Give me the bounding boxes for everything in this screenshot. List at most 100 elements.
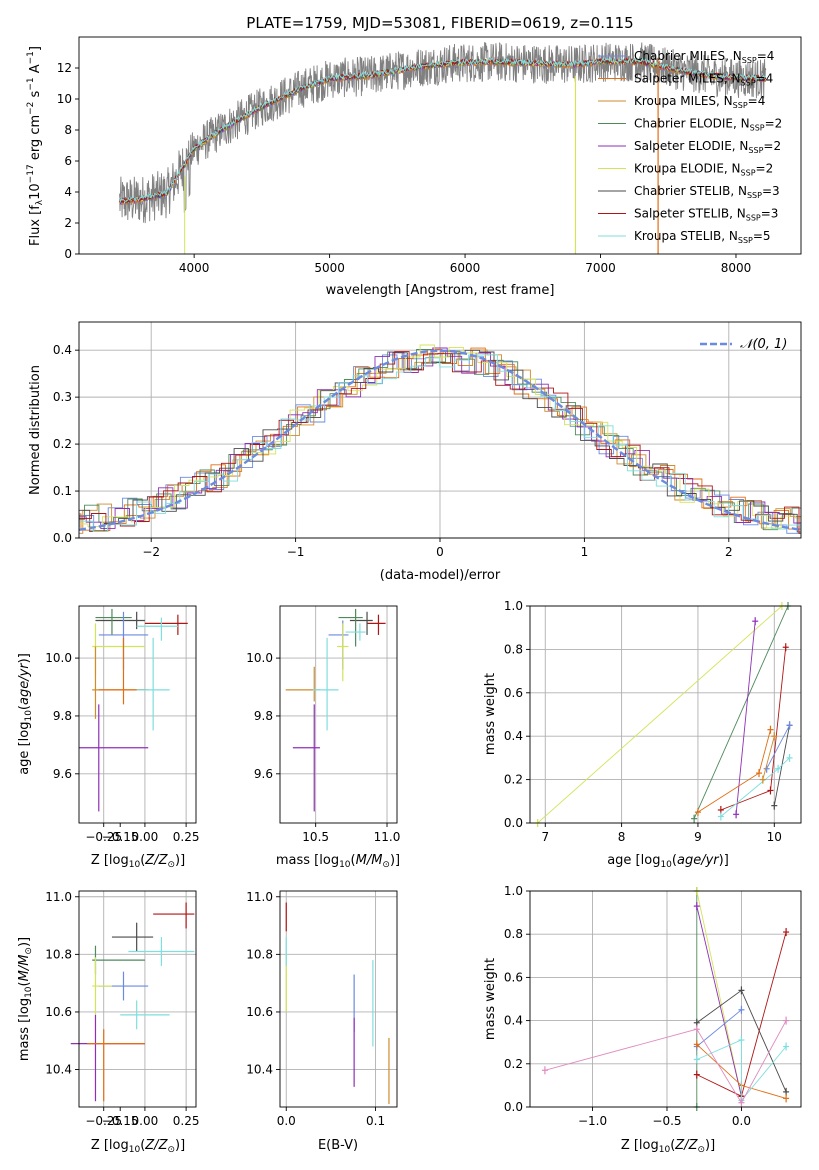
age-mass-xtick-label: 11.0 bbox=[374, 830, 401, 844]
spectrum-title: PLATE=1759, MJD=53081, FIBERID=0619, z=0… bbox=[246, 14, 633, 32]
histogram-xtick-label: 1 bbox=[581, 545, 589, 559]
weight-z-ytick-label: 0.4 bbox=[504, 1014, 523, 1028]
weight-age-line-9 bbox=[762, 736, 775, 780]
weight-z-line-2 bbox=[696, 891, 742, 1097]
age-z-xtick-label: 0.00 bbox=[132, 830, 159, 844]
weight-z-line-3 bbox=[696, 905, 742, 1097]
mass-ebv-axis-ticks: 0.0 0.1 10.4 10.6 10.8 11.0 bbox=[246, 890, 385, 1128]
weight-z-xtick-label: 0.0 bbox=[732, 1114, 751, 1128]
weight-age-xlabel: age [log10(age/yr)] bbox=[607, 853, 729, 870]
histogram-xtick-label: −1 bbox=[287, 545, 305, 559]
spectrum-panel: PLATE=1759, MJD=53081, FIBERID=0619, z=0… bbox=[26, 14, 802, 298]
weight-z-plot-area bbox=[541, 887, 790, 1111]
age-mass-grid bbox=[280, 606, 397, 823]
mass-ebv-ytick-label: 10.4 bbox=[246, 1063, 273, 1077]
histogram-step-7 bbox=[79, 349, 801, 533]
histogram-ylabel: Normed distribution bbox=[28, 365, 43, 495]
spectrum-axes-frame bbox=[78, 36, 802, 255]
mass-z-axis-ticks: −0.25 0.00 0.25 10.4 10.6 10.8 11.0 −0.15 bbox=[45, 890, 199, 1128]
age-z-axis-ticks: −0.25 0.00 0.25 9.6 9.8 10.0 −0.15 bbox=[45, 651, 199, 844]
mass-ebv-xtick-label: 0.1 bbox=[366, 1114, 385, 1128]
spectrum-axis-ticks: 4000 5000 6000 7000 8000 0 2 4 6 8 10 12 bbox=[57, 61, 752, 275]
legend-label-normal: 𝒩(0, 1) bbox=[740, 337, 787, 352]
age-z-grid bbox=[79, 606, 196, 823]
histogram-legend: 𝒩(0, 1) bbox=[700, 337, 787, 352]
age-mass-ytick-label: 9.8 bbox=[254, 709, 273, 723]
mass-vs-metallicity-panel: −0.25 0.00 0.25 10.4 10.6 10.8 11.0 −0.15 Z [lo… bbox=[17, 890, 199, 1155]
spectrum-ylabel: Flux [fλ10−17 erg cm−2 s−1 A−1] bbox=[26, 46, 45, 246]
weight-age-line-2 bbox=[693, 606, 789, 819]
weight-age-ytick-label: 0.0 bbox=[504, 816, 523, 830]
spectrum-ytick-label: 4 bbox=[64, 185, 72, 199]
weight-z-axis-ticks: −1.0 −0.5 0.0 0.0 0.2 0.4 0.6 0.8 1.0 bbox=[504, 884, 751, 1128]
age-z-ytick-label: 9.6 bbox=[53, 767, 72, 781]
histogram-step-8 bbox=[79, 351, 801, 534]
spectrum-ytick-label: 10 bbox=[57, 92, 72, 106]
spectrum-xtick-label: 8000 bbox=[721, 261, 752, 275]
age-mass-axes-frame bbox=[279, 605, 398, 824]
mass-ebv-ytick-label: 10.8 bbox=[246, 947, 273, 961]
weight-z-xtick-label: −1.0 bbox=[578, 1114, 607, 1128]
normal-curve bbox=[78, 349, 802, 531]
age-mass-ytick-label: 10.0 bbox=[246, 651, 273, 665]
mass-ebv-ytick-label: 10.6 bbox=[246, 1005, 273, 1019]
weight-age-ytick-label: 0.8 bbox=[504, 642, 523, 656]
age-vs-metallicity-panel: −0.25 0.00 0.25 9.6 9.8 10.0 −0.15 Z [log10(Z/… bbox=[17, 605, 199, 870]
spectrum-xlabel: wavelength [Angstrom, rest frame] bbox=[326, 283, 555, 298]
age-z-xtick-label: −0.15 bbox=[102, 830, 139, 844]
mass-z-ytick-label: 10.4 bbox=[45, 1063, 72, 1077]
mass-z-xtick-label: −0.15 bbox=[102, 1114, 139, 1128]
spectrum-ytick-label: 2 bbox=[64, 216, 72, 230]
age-z-plot-area bbox=[79, 608, 188, 812]
histogram-axis-ticks: −2 −1 0 1 2 0.0 0.1 0.2 0.3 0.4 bbox=[53, 343, 733, 559]
age-mass-xlabel: mass [log10(M/M⊙)] bbox=[276, 853, 400, 870]
weight-z-ytick-label: 1.0 bbox=[504, 884, 523, 898]
spectrum-xtick-label: 5000 bbox=[314, 261, 345, 275]
weight-age-xtick-label: 10 bbox=[767, 830, 782, 844]
histogram-ytick-label: 0.3 bbox=[53, 390, 72, 404]
age-z-xtick-label: −0.25 bbox=[85, 830, 122, 844]
weight-age-axis-ticks: 7 8 9 10 0.0 0.2 0.4 0.6 0.8 1.0 bbox=[504, 599, 782, 844]
mass-z-ytick-label: 10.8 bbox=[45, 947, 72, 961]
spectrum-ytick-label: 6 bbox=[64, 154, 72, 168]
age-mass-ytick-label: 9.6 bbox=[254, 767, 273, 781]
weight-age-line-1 bbox=[537, 606, 783, 823]
weight-age-ytick-label: 0.2 bbox=[504, 773, 523, 787]
weight-age-ytick-label: 0.6 bbox=[504, 686, 523, 700]
weight-age-xtick-label: 8 bbox=[618, 830, 626, 844]
legend-label-5: Salpeter ELODIE, NSSP=2 bbox=[634, 139, 781, 155]
age-z-axes-frame bbox=[78, 605, 197, 824]
spectrum-xtick-label: 6000 bbox=[450, 261, 481, 275]
legend-label-6: Kroupa ELODIE, NSSP=2 bbox=[634, 162, 773, 178]
age-z-xtick-label: 0.25 bbox=[173, 830, 200, 844]
mass-ebv-xtick-label: 0.0 bbox=[277, 1114, 296, 1128]
age-mass-xtick-label: 10.5 bbox=[302, 830, 329, 844]
weight-age-line-8 bbox=[766, 725, 790, 770]
spectrum-ytick-label: 8 bbox=[64, 123, 72, 137]
mass-z-xlabel: Z [log10(Z/Z⊙)] bbox=[91, 1138, 185, 1155]
weight-z-ytick-label: 0.6 bbox=[504, 970, 523, 984]
spectrum-legend: Chabrier MILES, NSSP=4 Salpeter MILES, NS… bbox=[598, 49, 782, 245]
weight-z-ytick-label: 0.0 bbox=[504, 1100, 523, 1114]
age-z-xlabel: Z [log10(Z/Z⊙)] bbox=[91, 853, 185, 870]
weight-z-xtick-label: −0.5 bbox=[652, 1114, 681, 1128]
age-vs-mass-panel: 10.5 11.0 9.6 9.8 10.0 mass [log10(M/M⊙)] bbox=[246, 605, 400, 870]
legend-label-3: Kroupa MILES, NSSP=4 bbox=[634, 94, 765, 110]
mass-ebv-axes-frame bbox=[279, 890, 398, 1108]
weight-z-line-8 bbox=[696, 1039, 787, 1102]
weight-age-axes-frame bbox=[529, 605, 802, 824]
mass-ebv-xlabel: E(B-V) bbox=[318, 1138, 358, 1153]
weight-age-xtick-label: 9 bbox=[694, 830, 702, 844]
weight-z-ytick-label: 0.2 bbox=[504, 1057, 523, 1071]
histogram-xtick-label: −2 bbox=[142, 545, 160, 559]
mass-z-ytick-label: 11.0 bbox=[45, 890, 72, 904]
weight-age-ytick-label: 1.0 bbox=[504, 599, 523, 613]
legend-label-8: Salpeter STELIB, NSSP=3 bbox=[634, 207, 778, 223]
legend-label-7: Chabrier STELIB, NSSP=3 bbox=[634, 184, 780, 200]
mass-z-ylabel: mass [log10(M/M⊙)] bbox=[17, 937, 34, 1061]
age-mass-axis-ticks: 10.5 11.0 9.6 9.8 10.0 bbox=[246, 651, 400, 844]
weight-z-axes-frame bbox=[529, 890, 802, 1108]
histogram-xtick-label: 2 bbox=[725, 545, 733, 559]
